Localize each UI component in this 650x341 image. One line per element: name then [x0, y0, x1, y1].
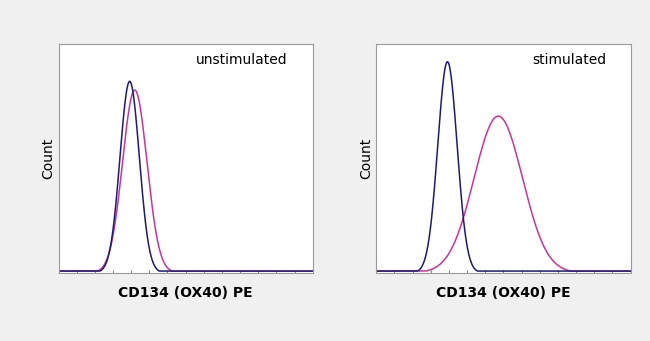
Text: stimulated: stimulated	[532, 54, 606, 68]
Y-axis label: Count: Count	[359, 138, 374, 179]
X-axis label: CD134 (OX40) PE: CD134 (OX40) PE	[118, 286, 253, 300]
Text: unstimulated: unstimulated	[196, 54, 287, 68]
Y-axis label: Count: Count	[42, 138, 56, 179]
X-axis label: CD134 (OX40) PE: CD134 (OX40) PE	[436, 286, 571, 300]
